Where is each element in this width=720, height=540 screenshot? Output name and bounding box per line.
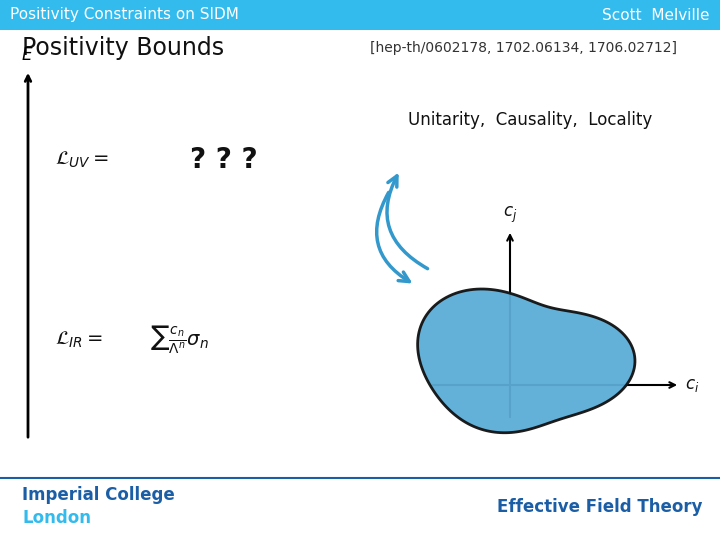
FancyBboxPatch shape xyxy=(0,0,720,30)
Text: ? ? ?: ? ? ? xyxy=(190,146,258,174)
Text: $\sum \frac{c_n}{\Lambda^n} \sigma_n$: $\sum \frac{c_n}{\Lambda^n} \sigma_n$ xyxy=(150,323,209,356)
Text: London: London xyxy=(22,509,91,527)
Text: $c_i$: $c_i$ xyxy=(685,376,699,394)
Text: $\mathcal{L}_{UV} = $: $\mathcal{L}_{UV} = $ xyxy=(55,150,109,170)
Text: Effective Field Theory: Effective Field Theory xyxy=(498,498,703,516)
FancyArrowPatch shape xyxy=(377,192,409,281)
Text: Scott  Melville: Scott Melville xyxy=(603,8,710,23)
Text: Imperial College: Imperial College xyxy=(22,486,175,504)
Text: $\mathcal{L}_{IR} = $: $\mathcal{L}_{IR} = $ xyxy=(55,330,103,350)
Text: Unitarity,  Causality,  Locality: Unitarity, Causality, Locality xyxy=(408,111,652,129)
Text: Positivity Bounds: Positivity Bounds xyxy=(22,36,224,60)
Text: Positivity Constraints on SIDM: Positivity Constraints on SIDM xyxy=(10,8,239,23)
Text: E: E xyxy=(22,46,32,64)
Text: $c_j$: $c_j$ xyxy=(503,205,517,225)
Text: [hep-th/0602178, 1702.06134, 1706.02712]: [hep-th/0602178, 1702.06134, 1706.02712] xyxy=(370,41,677,55)
Polygon shape xyxy=(418,289,635,433)
FancyArrowPatch shape xyxy=(387,176,428,269)
